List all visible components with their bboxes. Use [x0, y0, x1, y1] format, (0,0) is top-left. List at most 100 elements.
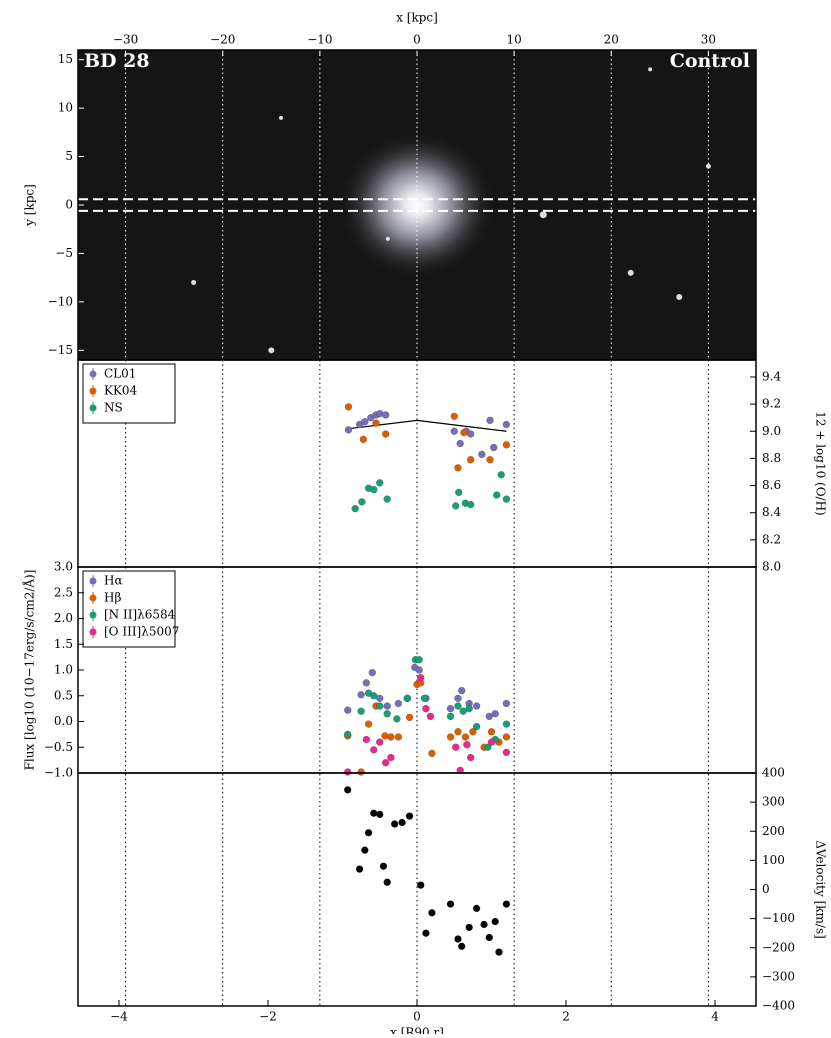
y-tick-label: 2.5	[54, 585, 73, 599]
y-tick-label: 9.2	[762, 397, 781, 411]
point	[446, 704, 455, 713]
y-tick-label: 2.0	[54, 611, 73, 625]
y-tick-label: 200	[762, 824, 785, 838]
y-tick-label: 0.0	[54, 714, 73, 728]
x-tick-label: −10	[307, 33, 332, 47]
point	[480, 920, 488, 929]
point	[450, 412, 459, 421]
point	[485, 712, 494, 721]
point	[394, 733, 403, 741]
y-axis-title: ΔVelocity [km/s]	[814, 840, 828, 939]
point	[502, 720, 511, 728]
y-tick-label: 8.4	[762, 505, 781, 519]
point	[362, 735, 371, 744]
point	[466, 753, 475, 762]
point	[343, 768, 352, 776]
point	[387, 733, 395, 741]
point	[478, 450, 486, 459]
point	[487, 728, 496, 736]
legend-label: Hβ	[104, 591, 121, 605]
point	[387, 753, 395, 762]
y-tick-label: −400	[762, 999, 795, 1013]
point	[343, 730, 352, 739]
point	[383, 702, 391, 710]
point	[502, 420, 511, 429]
point	[456, 439, 464, 448]
point	[368, 668, 377, 677]
y-tick-label: 9.4	[762, 369, 781, 383]
point	[450, 427, 459, 436]
point	[394, 699, 403, 708]
legend: Hα Hβ [N II]λ6584 [O III]λ5007	[82, 570, 179, 648]
point	[426, 712, 435, 721]
point	[451, 743, 460, 751]
y-tick-label: −10	[48, 294, 73, 308]
y-tick-label: 0	[65, 198, 73, 212]
point	[381, 411, 390, 419]
point	[472, 722, 481, 731]
y-tick-label: −5	[55, 246, 73, 260]
panel-frame	[77, 772, 757, 1007]
y-tick-label: 0.5	[54, 688, 73, 702]
point	[375, 479, 384, 487]
point	[355, 865, 364, 873]
star	[191, 280, 197, 285]
point	[454, 694, 462, 703]
legend-label: [O III]λ5007	[104, 625, 179, 639]
y-tick-label: 300	[762, 795, 785, 809]
point	[344, 426, 353, 434]
point	[420, 694, 429, 703]
image-label: Control	[670, 50, 750, 72]
point	[416, 673, 425, 682]
y-tick-label: 1.0	[54, 663, 73, 677]
x-axis-title: x [kpc]	[396, 11, 438, 25]
point	[375, 738, 384, 746]
y-tick-label: 9.0	[762, 424, 781, 438]
y-tick-label: 10	[58, 101, 73, 115]
point	[370, 485, 378, 494]
image-label: BD 28	[84, 50, 150, 72]
y-tick-label: 0	[762, 882, 770, 896]
point	[398, 818, 406, 827]
point	[415, 666, 423, 674]
legend-label: KK04	[104, 384, 138, 398]
point	[454, 935, 462, 943]
point	[375, 702, 384, 710]
point	[375, 810, 384, 819]
legend: CL01 KK04 NS	[82, 363, 176, 424]
point	[343, 786, 352, 794]
point	[446, 712, 455, 721]
y-tick-label: −1.0	[44, 766, 73, 780]
y-tick-label: 3.0	[54, 560, 73, 574]
point	[358, 498, 366, 506]
point	[375, 694, 384, 703]
legend-box	[82, 363, 176, 424]
y-tick-label: 8.6	[762, 478, 781, 492]
point	[502, 441, 511, 449]
y-tick-label: −300	[762, 969, 795, 983]
y-tick-label: 8.2	[762, 532, 781, 546]
legend-marker	[89, 628, 97, 636]
point	[460, 428, 468, 437]
point	[381, 758, 390, 767]
point	[372, 419, 380, 427]
y-tick-label: −100	[762, 911, 795, 925]
point	[362, 679, 371, 687]
star	[385, 236, 390, 241]
star	[539, 211, 547, 219]
point	[357, 768, 365, 776]
legend-marker	[89, 370, 97, 378]
point	[486, 416, 494, 425]
point	[463, 740, 471, 749]
point	[379, 862, 388, 870]
point	[497, 470, 505, 479]
legend-label: CL01	[104, 367, 136, 381]
x-axis-title: x [R90,r]	[390, 1026, 444, 1035]
y-tick-label: 1.5	[54, 637, 73, 651]
star	[279, 115, 284, 120]
point	[381, 430, 390, 438]
point	[428, 909, 436, 917]
star	[268, 347, 275, 354]
point	[454, 464, 462, 472]
galaxy	[337, 130, 497, 280]
